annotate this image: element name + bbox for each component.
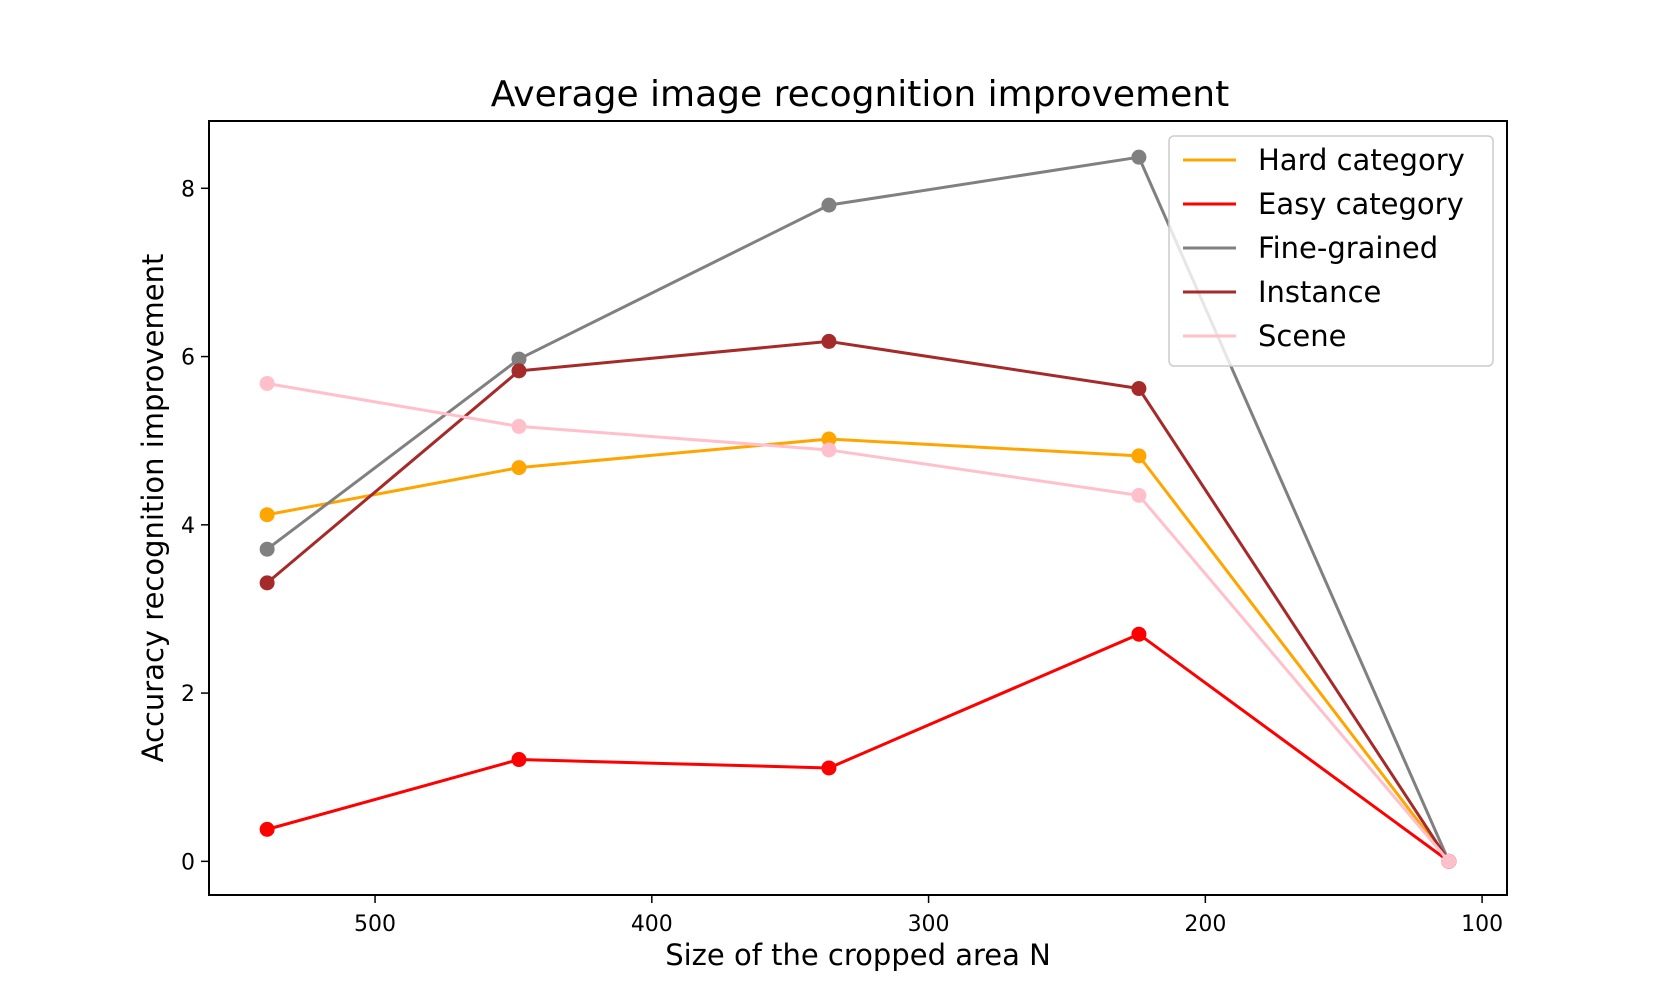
x-axis-ticks: 500 400 300 200 100 <box>354 895 1503 937</box>
data-point-hard-category <box>511 460 527 476</box>
y-tick-label: 6 <box>181 346 195 371</box>
x-tick-label: 200 <box>1184 912 1226 937</box>
data-point-instance <box>821 333 837 349</box>
data-point-scene <box>821 442 837 458</box>
x-tick-label: 400 <box>631 912 673 937</box>
y-tick-label: 4 <box>181 514 195 539</box>
data-point-fine-grained <box>511 351 527 367</box>
data-point-scene <box>1131 487 1147 503</box>
data-point-instance <box>259 575 275 591</box>
data-point-easy-category <box>1131 626 1147 642</box>
legend-label: Easy category <box>1258 187 1464 221</box>
y-tick-label: 0 <box>181 850 195 875</box>
legend-label: Fine-grained <box>1258 231 1438 265</box>
data-point-easy-category <box>259 821 275 837</box>
y-tick-label: 8 <box>181 177 195 202</box>
x-axis-label: Size of the cropped area N <box>665 938 1051 972</box>
data-point-easy-category <box>511 752 527 768</box>
legend-label: Scene <box>1258 319 1346 353</box>
x-tick-label: 500 <box>354 912 396 937</box>
chart-title: Average image recognition improvement <box>491 74 1229 115</box>
data-point-fine-grained <box>821 197 837 213</box>
data-point-hard-category <box>821 431 837 447</box>
data-point-scene <box>511 418 527 434</box>
data-point-hard-category <box>259 507 275 523</box>
data-point-fine-grained <box>1131 149 1147 165</box>
plot-frame <box>208 120 1508 896</box>
data-point-easy-category <box>821 760 837 776</box>
x-tick-label: 100 <box>1461 912 1503 937</box>
legend-label: Instance <box>1258 275 1381 309</box>
data-point-instance <box>511 363 527 379</box>
data-point-instance <box>1131 381 1147 397</box>
y-axis-ticks: 0 2 4 6 8 <box>181 177 209 875</box>
legend: Hard category Easy category Fine-grained In… <box>1168 135 1494 367</box>
series-layer <box>259 149 1457 869</box>
y-axis-label: Accuracy recognition improvement <box>136 254 170 763</box>
x-tick-label: 300 <box>908 912 950 937</box>
legend-label: Hard category <box>1258 143 1465 177</box>
data-point-scene <box>259 375 275 391</box>
y-tick-label: 2 <box>181 682 195 707</box>
legend-box <box>1168 135 1494 367</box>
data-point-hard-category <box>1131 448 1147 464</box>
data-point-fine-grained <box>259 541 275 557</box>
data-point-scene <box>1441 853 1457 869</box>
